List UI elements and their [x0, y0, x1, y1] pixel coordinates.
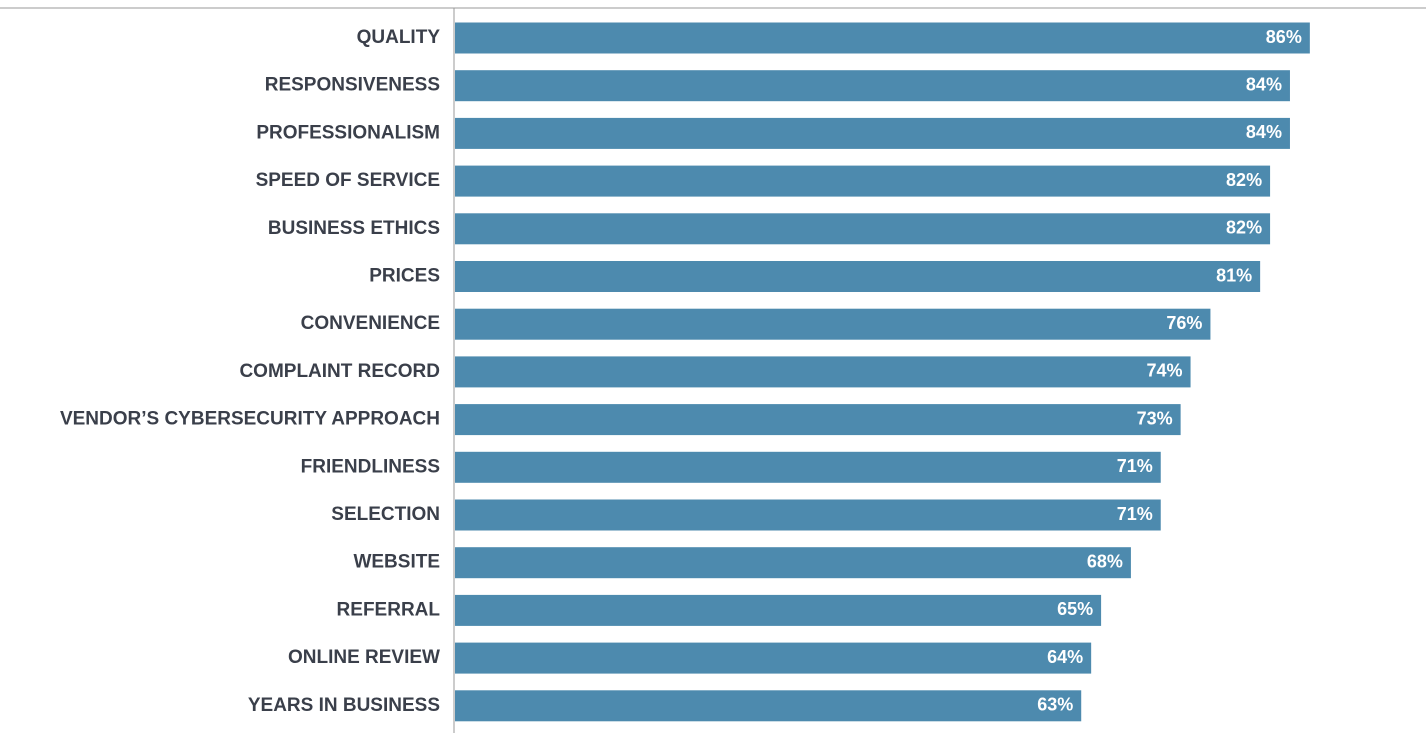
- category-label: SPEED OF SERVICE: [256, 170, 440, 191]
- bar: [455, 213, 1271, 245]
- category-label: WEBSITE: [353, 552, 440, 573]
- bar: [455, 165, 1271, 197]
- bar: [455, 690, 1082, 722]
- category-label: COMPLAINT RECORD: [239, 361, 440, 382]
- category-label: VENDOR’S CYBERSECURITY APPROACH: [60, 409, 440, 430]
- bar: [455, 547, 1131, 579]
- value-label: 84%: [1246, 122, 1282, 142]
- value-label: 86%: [1266, 27, 1302, 47]
- value-label: 84%: [1246, 74, 1282, 94]
- bar: [455, 356, 1191, 388]
- value-label: 74%: [1147, 361, 1183, 381]
- bar: [455, 451, 1161, 483]
- category-label: SELECTION: [331, 504, 440, 525]
- value-label: 82%: [1226, 170, 1262, 190]
- category-label: CONVENIENCE: [301, 313, 440, 334]
- bar: [455, 642, 1092, 674]
- value-label: 71%: [1117, 456, 1153, 476]
- bar: [455, 117, 1290, 149]
- value-label: 82%: [1226, 218, 1262, 238]
- value-label: 63%: [1037, 695, 1073, 715]
- bar: [455, 308, 1211, 340]
- category-label: QUALITY: [357, 27, 441, 48]
- bar: [455, 261, 1261, 292]
- bar: [455, 404, 1181, 436]
- bar: [455, 499, 1161, 531]
- category-label: PRICES: [369, 266, 440, 287]
- value-label: 65%: [1057, 599, 1093, 619]
- category-label: ONLINE REVIEW: [288, 647, 440, 668]
- value-label: 64%: [1047, 647, 1083, 667]
- category-label: PROFESSIONALISM: [256, 122, 440, 143]
- value-label: 76%: [1166, 313, 1202, 333]
- value-label: 68%: [1087, 551, 1123, 571]
- category-label: REFERRAL: [337, 599, 441, 620]
- value-label: 81%: [1216, 265, 1252, 285]
- category-label: BUSINESS ETHICS: [268, 218, 440, 239]
- bar: [455, 70, 1290, 102]
- category-label: YEARS IN BUSINESS: [248, 695, 440, 716]
- bar: [455, 594, 1102, 626]
- value-label: 73%: [1137, 408, 1173, 428]
- category-label: RESPONSIVENESS: [265, 75, 440, 96]
- category-label: FRIENDLINESS: [301, 456, 440, 477]
- bar: [455, 22, 1310, 54]
- value-label: 71%: [1117, 504, 1153, 524]
